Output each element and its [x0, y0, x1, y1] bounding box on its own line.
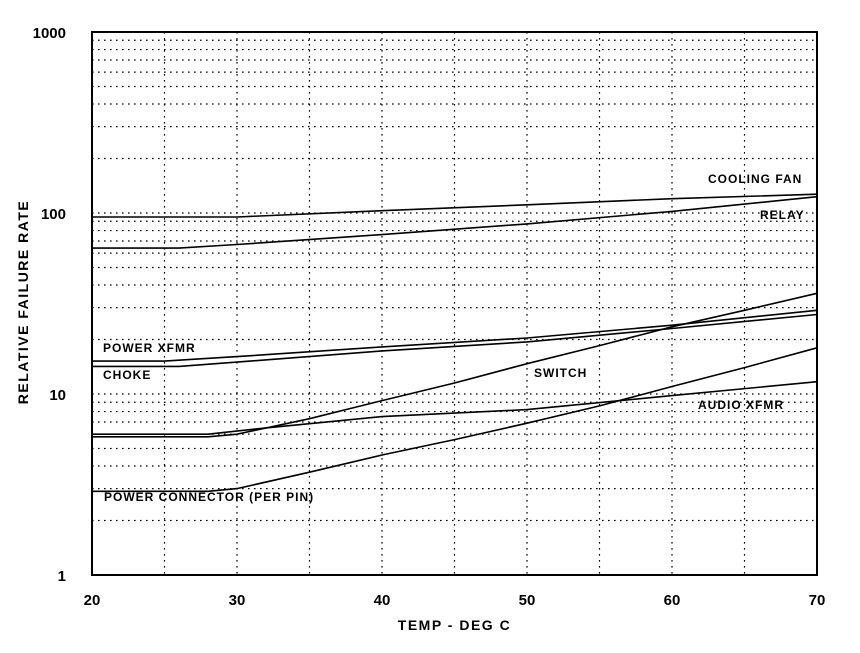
- series-label-power-xfmr: POWER XFMR: [103, 341, 196, 355]
- series-label-power-connector: POWER CONNECTOR (PER PIN): [104, 490, 314, 504]
- y-tick-label: 100: [41, 206, 66, 223]
- y-tick-labels: 1 10 100 1000: [33, 25, 66, 585]
- x-tick-labels: 20 30 40 50 60 70: [84, 592, 826, 609]
- series-line-power-xfmr: [92, 309, 818, 362]
- series-line-switch: [92, 292, 818, 438]
- x-tick-label: 40: [374, 592, 391, 609]
- series-lines: [92, 193, 818, 493]
- y-tick-label: 1000: [33, 25, 66, 42]
- series-line-choke: [92, 313, 818, 368]
- x-tick-label: 20: [84, 592, 101, 609]
- x-tick-label: 70: [809, 592, 826, 609]
- series-label-relay: RELAY: [760, 208, 805, 222]
- series-line-audio-xfmr: [92, 380, 818, 436]
- series-line-relay: [92, 195, 818, 249]
- y-axis-title: RELATIVE FAILURE RATE: [15, 200, 31, 404]
- y-tick-label: 1: [58, 568, 66, 585]
- x-tick-label: 30: [229, 592, 246, 609]
- series-line-power-connector-per-pin: [92, 347, 818, 493]
- x-tick-label: 60: [664, 592, 681, 609]
- y-tick-label: 10: [49, 387, 66, 404]
- series-label-audio-xfmr: AUDIO XFMR: [698, 398, 784, 412]
- series-label-cooling-fan: COOLING FAN: [708, 172, 802, 186]
- series-line-cooling-fan: [92, 193, 818, 218]
- series-label-choke: CHOKE: [103, 368, 151, 382]
- x-tick-label: 50: [519, 592, 536, 609]
- grid: [92, 32, 817, 575]
- plot-frame: [91, 31, 818, 576]
- x-axis-title: TEMP - DEG C: [398, 617, 511, 633]
- series-label-switch: SWITCH: [534, 366, 587, 380]
